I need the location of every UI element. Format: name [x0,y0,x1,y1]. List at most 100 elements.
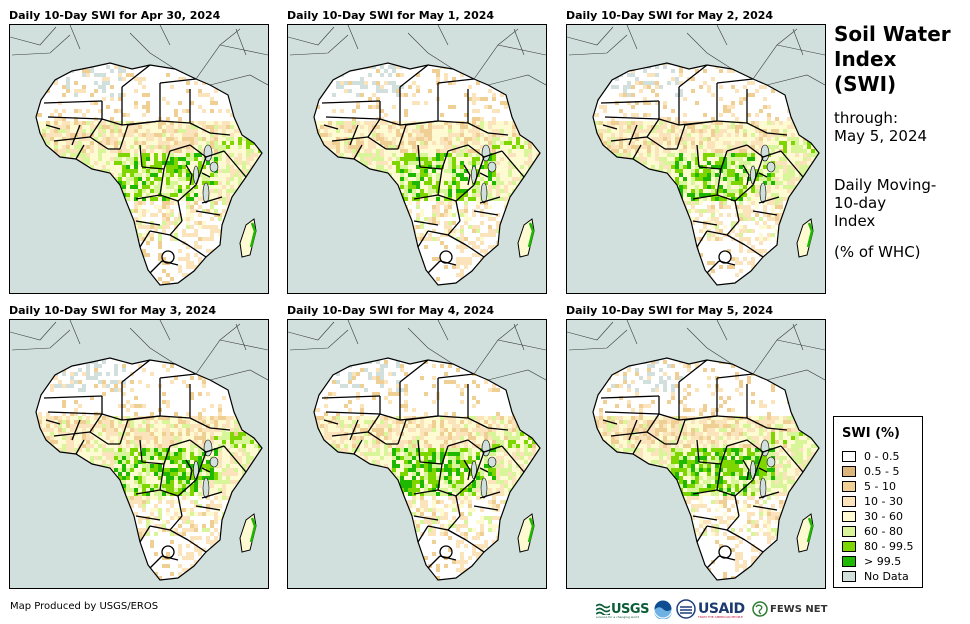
madagascar [796,513,814,553]
legend-label: 0 - 0.5 [864,450,900,463]
usgs-logo: USGS science for a changing world [596,598,650,620]
neighbor-border [159,320,171,341]
neighbor-border [69,320,81,345]
legend-label: 60 - 80 [864,525,903,538]
legend-item: 5 - 10 [842,480,896,494]
lake [766,456,776,468]
swi-map-frame [9,24,269,294]
panel-title: Daily 10-Day SWI for May 5, 2024 [566,304,774,317]
neighbor-border [195,323,241,375]
legend-item: No Data [842,570,909,584]
neighbor-border [437,25,449,46]
madagascar-wet-coast [527,517,535,543]
legend-label: 10 - 30 [864,495,903,508]
lake [759,182,767,204]
legend-label: 80 - 99.5 [864,540,914,553]
madagascar-wet-coast [249,222,257,248]
noaa-logo-icon [653,598,673,620]
africa-swi-map [10,25,268,286]
legend-swatch [842,496,856,507]
madagascar [796,218,814,258]
credit-text: Map Produced by USGS/EROS [10,601,159,612]
neighbor-border [235,323,247,351]
lake [766,161,776,173]
legend-item: 30 - 60 [842,510,903,524]
neighbor-border [129,32,176,70]
neighbor-border [686,327,733,365]
lake [209,456,219,468]
africa-coastline [35,62,263,286]
africa-coastline [313,357,541,581]
country-borders [600,64,804,274]
legend-label: 30 - 60 [864,510,903,523]
madagascar [517,513,535,553]
legend-swatch [842,541,856,552]
neighbor-border [716,320,728,341]
neighbor-border [10,26,57,46]
nasa-emblem-icon [676,598,696,620]
usaid-logo: USAID FROM THE AMERICAN PEOPLE [698,598,750,620]
neighbor-border [513,323,525,351]
swi-map-frame [566,319,826,589]
description-line: 10-day [834,194,887,212]
lake [202,477,210,499]
legend-item: 80 - 99.5 [842,540,913,554]
through-date: May 5, 2024 [834,127,928,145]
legend-swatch [842,571,856,582]
neighbor-border [626,320,638,345]
africa-coastline [313,62,541,286]
country-borders [321,64,525,274]
legend-item: 0.5 - 5 [842,465,899,479]
legend-item: 60 - 80 [842,525,903,539]
neighbor-border [626,25,638,50]
map-title-line: Index [834,47,897,71]
neighbor-border [792,28,804,56]
africa-swi-map [567,25,825,286]
fews-net-wordmark: FEWS NET [770,603,828,615]
index-description: Daily Moving- 10-day Index [834,176,970,230]
neighbor-border [752,323,798,375]
neighbor-border [347,25,359,50]
map-title: Soil Water Index (SWI) [834,22,970,97]
country-borders [43,64,247,274]
madagascar-wet-coast [527,222,535,248]
usaid-wordmark: USAID [698,601,745,617]
africa-swi-map [10,320,268,581]
lake [759,477,767,499]
neighbor-border [686,32,733,70]
usgs-tagline: science for a changing world [596,615,640,619]
neighbor-border [289,329,349,351]
legend-label: No Data [864,570,909,583]
panel-title: Daily 10-Day SWI for May 1, 2024 [287,9,495,22]
neighbor-border [288,26,335,46]
neighbor-border [235,28,247,56]
neighbor-border [567,321,614,341]
globe-icon [752,601,768,617]
africa-coastline [592,62,820,286]
lake [480,477,488,499]
neighbor-border [407,32,454,70]
panel-title: Daily 10-Day SWI for May 2, 2024 [566,9,774,22]
lake [209,161,219,173]
neighbor-border [288,321,335,341]
neighbor-border [568,34,628,56]
africa-coastline [35,357,263,581]
neighbor-border [407,327,454,365]
neighbor-border [473,28,519,80]
legend-item: > 99.5 [842,555,901,569]
neighbor-border [567,26,614,46]
neighbor-border [10,321,57,341]
fews-net-logo: FEWS NET [752,598,827,620]
neighbor-border [487,369,546,381]
legend-item: 10 - 30 [842,495,903,509]
lake [202,182,210,204]
panel-title: Daily 10-Day SWI for May 4, 2024 [287,304,495,317]
map-title-line: (SWI) [834,72,897,96]
madagascar [517,218,535,258]
neighbor-border [766,369,825,381]
neighbor-border [437,320,449,341]
madagascar-wet-coast [806,517,814,543]
madagascar-wet-coast [806,222,814,248]
neighbor-border [487,74,546,86]
usaid-tagline: FROM THE AMERICAN PEOPLE [698,615,743,619]
